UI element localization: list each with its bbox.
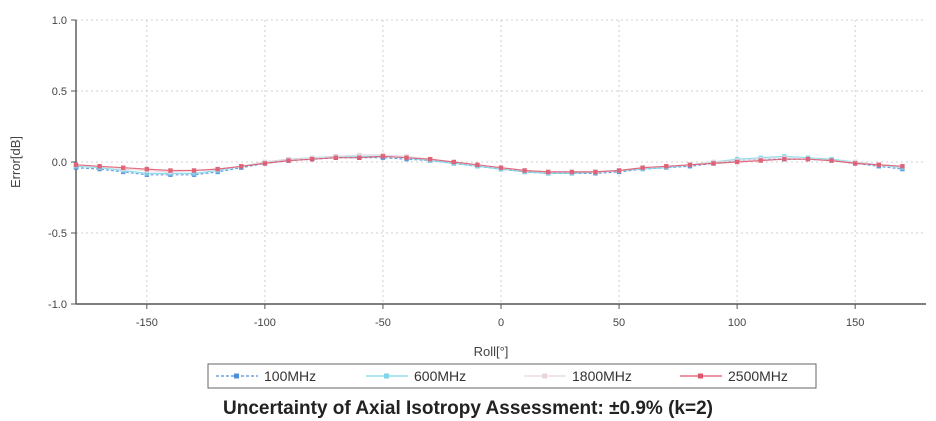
data-point-2500MHz (734, 159, 740, 165)
x-tick-label: 50 (613, 317, 625, 329)
legend-label: 600MHz (414, 368, 466, 384)
data-point-2500MHz (782, 156, 787, 162)
data-point-2500MHz (829, 158, 834, 163)
x-axis-label: Roll[°] (474, 344, 509, 359)
data-point-2500MHz (239, 164, 244, 169)
y-axis-label: Error[dB] (8, 136, 23, 188)
data-point-2500MHz (758, 158, 763, 163)
series-points (73, 152, 905, 177)
data-point-600MHz (144, 171, 150, 176)
data-point-2500MHz (664, 164, 669, 169)
data-point-2500MHz (309, 156, 315, 162)
data-point-2500MHz (404, 155, 409, 160)
data-point-2500MHz (876, 162, 881, 168)
legend-swatch-marker (698, 373, 703, 379)
data-point-2500MHz (168, 168, 173, 173)
x-tick-label: 0 (498, 317, 504, 329)
data-point-2500MHz (569, 169, 575, 175)
data-point-2500MHz (333, 155, 338, 160)
legend-swatch-marker (542, 373, 547, 379)
y-tick-label: -1.0 (48, 299, 67, 311)
data-point-2500MHz (215, 166, 220, 172)
data-point-2500MHz (380, 154, 386, 159)
data-point-2500MHz (616, 168, 622, 173)
series-line-1800MHz (75, 154, 903, 173)
x-tick-label: 150 (846, 317, 864, 329)
legend-label: 1800MHz (572, 368, 632, 384)
x-tick-label: 100 (728, 317, 746, 329)
x-tick-label: -100 (254, 317, 276, 329)
legend-label: 100MHz (264, 368, 316, 384)
y-tick-label: -0.5 (48, 228, 67, 240)
data-point-2500MHz (711, 161, 716, 166)
chart-caption: Uncertainty of Axial Isotropy Assessment… (223, 398, 713, 419)
data-point-1800MHz (357, 152, 362, 158)
data-point-2500MHz (852, 161, 858, 166)
data-point-2500MHz (805, 156, 811, 162)
data-point-2500MHz (900, 164, 905, 169)
tick-labels: 1.0 0.5 0.0 -0.5 -1.0 -150 -100 -50 0 50 100 150 (48, 15, 864, 329)
y-tick-label: 0.0 (52, 157, 67, 169)
data-point-2500MHz (451, 159, 456, 165)
legend-label: 2500MHz (728, 368, 788, 384)
data-point-2500MHz (522, 168, 527, 173)
data-point-2500MHz (357, 155, 362, 160)
data-point-2500MHz (427, 156, 433, 162)
data-point-2500MHz (687, 162, 693, 168)
x-tick-label: -150 (136, 317, 158, 329)
x-tick-label: -50 (375, 317, 391, 329)
series-line-600MHz (75, 155, 903, 174)
series-line-2500MHz (75, 155, 903, 173)
data-point-2500MHz (191, 168, 197, 173)
data-point-2500MHz (144, 166, 150, 172)
y-tick-label: 1.0 (52, 15, 67, 27)
y-tick-label: 0.5 (52, 86, 67, 98)
data-point-2500MHz (286, 158, 291, 163)
legend-swatch-marker (234, 373, 239, 379)
axes (71, 19, 926, 309)
data-point-2500MHz (97, 164, 102, 169)
data-point-2500MHz (262, 161, 268, 166)
data-point-2500MHz (73, 162, 79, 168)
data-point-2500MHz (498, 165, 504, 170)
series-lines (75, 154, 903, 176)
data-point-2500MHz (121, 165, 126, 170)
data-point-600MHz (191, 171, 197, 176)
data-point-2500MHz (640, 165, 645, 170)
grid (76, 19, 926, 304)
legend: 100MHz 600MHz 1800MHz 2500MHz (207, 363, 817, 389)
data-point-2500MHz (593, 169, 598, 175)
data-point-2500MHz (546, 169, 551, 175)
data-point-2500MHz (475, 162, 480, 168)
legend-swatch-marker (384, 373, 389, 379)
chart: 1.0 0.5 0.0 -0.5 -1.0 -150 -100 -50 0 50 100 150 Er… (8, 15, 926, 389)
